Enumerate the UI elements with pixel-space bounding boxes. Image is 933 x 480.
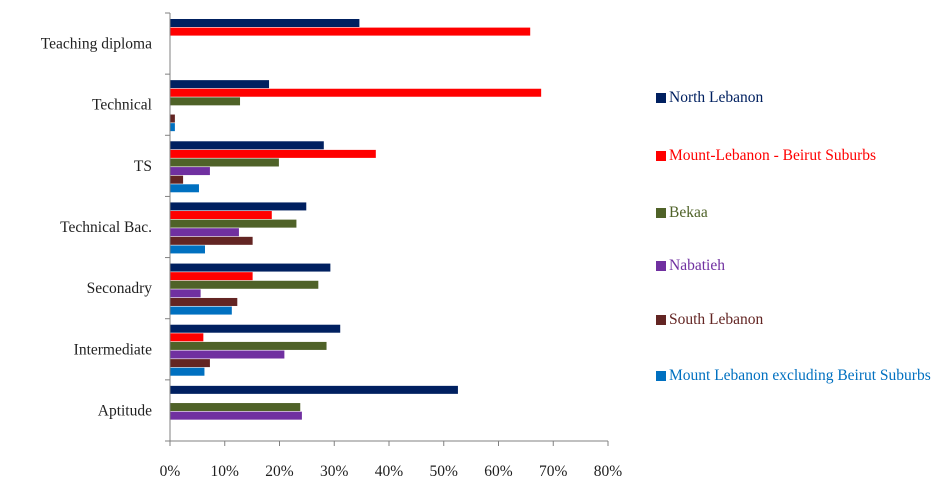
bar xyxy=(170,272,253,281)
bar xyxy=(170,158,279,167)
bar xyxy=(170,411,302,420)
bar xyxy=(170,141,324,150)
bar xyxy=(170,403,301,412)
category-label: Teaching diploma xyxy=(41,36,152,53)
legend-swatch xyxy=(656,315,666,325)
bar xyxy=(170,263,331,272)
legend-item: Nabatieh xyxy=(656,256,725,275)
bar xyxy=(170,367,205,376)
legend-item: Bekaa xyxy=(656,203,708,222)
legend-item: Mount-Lebanon - Beirut Suburbs xyxy=(656,146,876,165)
category-label: Technical xyxy=(92,97,152,114)
bar xyxy=(170,306,232,315)
x-tick-labels: 0% 10% 20% 30% 40% 50% 60% 70% 80% xyxy=(160,463,623,480)
x-tick-label: 0% xyxy=(160,463,181,480)
category-label: Intermediate xyxy=(74,341,152,358)
bar xyxy=(170,297,238,306)
bar xyxy=(170,167,210,176)
y-axis-ticks xyxy=(165,12,170,442)
category-label: Seconadry xyxy=(87,280,153,297)
legend-label: Mount-Lebanon - Beirut Suburbs xyxy=(669,147,877,164)
category-label: TS xyxy=(134,158,152,175)
bar xyxy=(170,88,542,97)
legend-label: Bekaa xyxy=(669,204,708,221)
bar xyxy=(170,280,319,289)
legend-swatch xyxy=(656,151,666,161)
bar xyxy=(170,324,341,333)
x-tick-label: 80% xyxy=(594,463,623,480)
bar xyxy=(170,202,307,211)
x-tick-label: 40% xyxy=(375,463,404,480)
legend-label: Mount Lebanon excluding Beirut Suburbs xyxy=(669,367,931,384)
x-tick-label: 60% xyxy=(484,463,513,480)
bar xyxy=(170,149,376,158)
bar xyxy=(170,80,270,89)
bar xyxy=(170,385,458,394)
bars-group xyxy=(170,19,542,420)
bar xyxy=(170,350,285,359)
bar xyxy=(170,184,199,193)
legend-swatch xyxy=(656,261,666,271)
legend-item: Mount Lebanon excluding Beirut Suburbs xyxy=(656,366,931,385)
bar xyxy=(170,175,184,184)
bar xyxy=(170,27,531,36)
x-tick-label: 10% xyxy=(211,463,240,480)
legend-label: Nabatieh xyxy=(669,257,725,274)
x-axis-ticks xyxy=(169,441,609,446)
category-labels: Teaching diploma Technical TS Technical Bac… xyxy=(41,36,153,420)
legend-item: South Lebanon xyxy=(656,310,763,329)
bar xyxy=(170,333,204,342)
legend-swatch xyxy=(656,208,666,218)
legend-label: North Lebanon xyxy=(669,89,764,106)
bar xyxy=(170,228,239,237)
legend-label: South Lebanon xyxy=(669,311,764,328)
bar xyxy=(170,114,175,123)
category-label: Technical Bac. xyxy=(60,219,152,236)
bar xyxy=(170,289,201,298)
category-label: Aptitude xyxy=(98,402,152,419)
bar xyxy=(170,236,253,245)
bar xyxy=(170,97,241,106)
bar xyxy=(170,219,297,228)
x-tick-label: 20% xyxy=(265,463,294,480)
bar xyxy=(170,341,327,350)
legend-swatch xyxy=(656,93,666,103)
x-tick-label: 30% xyxy=(320,463,349,480)
legend-swatch xyxy=(656,371,666,381)
bar xyxy=(170,245,205,254)
bar xyxy=(170,123,175,132)
bar xyxy=(170,359,210,368)
x-tick-label: 50% xyxy=(430,463,459,480)
bar xyxy=(170,211,272,220)
legend-item: North Lebanon xyxy=(656,88,763,107)
bar xyxy=(170,19,360,27)
x-tick-label: 70% xyxy=(539,463,568,480)
